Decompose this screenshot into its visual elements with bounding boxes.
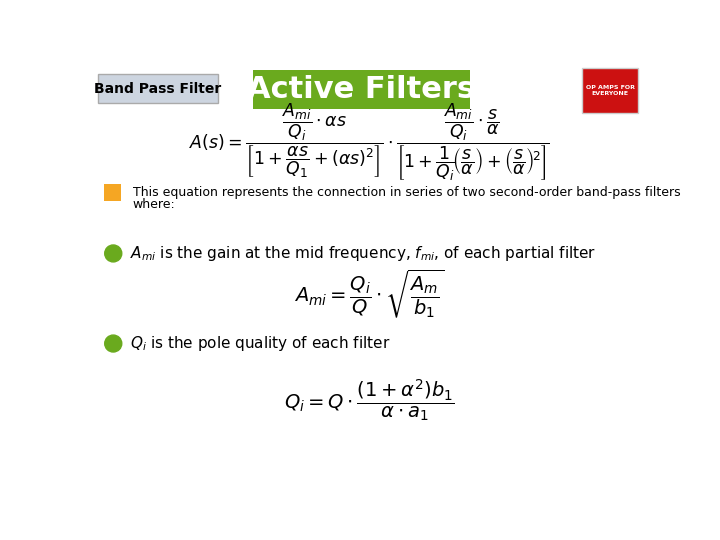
Text: where:: where: — [132, 198, 176, 212]
Bar — [582, 68, 638, 112]
Text: $A_{mi}$ is the gain at the mid frequency, $f_{mi}$, of each partial filter: $A_{mi}$ is the gain at the mid frequenc… — [130, 244, 597, 263]
Text: This equation represents the connection in series of two second-order band-pass : This equation represents the connection … — [132, 186, 680, 199]
Text: $A_{mi} = \dfrac{Q_i}{Q}\cdot\sqrt{\dfrac{A_m}{b_1}}$: $A_{mi} = \dfrac{Q_i}{Q}\cdot\sqrt{\dfra… — [294, 267, 444, 320]
Circle shape — [104, 335, 122, 352]
Circle shape — [104, 245, 122, 262]
Text: $A(s) = \dfrac{\dfrac{A_{mi}}{Q_i}\cdot\alpha s}{\left[1 + \dfrac{\alpha s}{Q_1}: $A(s) = \dfrac{\dfrac{A_{mi}}{Q_i}\cdot\… — [189, 101, 549, 183]
Text: OP AMPS FOR
EVERYONE: OP AMPS FOR EVERYONE — [585, 85, 634, 96]
Text: $Q_i = Q\cdot\dfrac{(1+\alpha^2)b_1}{\alpha\cdot a_1}$: $Q_i = Q\cdot\dfrac{(1+\alpha^2)b_1}{\al… — [284, 377, 454, 422]
FancyBboxPatch shape — [98, 74, 218, 103]
Text: Active Filters: Active Filters — [247, 75, 475, 104]
Text: Band Pass Filter: Band Pass Filter — [94, 82, 221, 96]
Bar — [104, 184, 121, 201]
FancyBboxPatch shape — [253, 70, 469, 109]
Text: $Q_i$ is the pole quality of each filter: $Q_i$ is the pole quality of each filter — [130, 334, 391, 353]
